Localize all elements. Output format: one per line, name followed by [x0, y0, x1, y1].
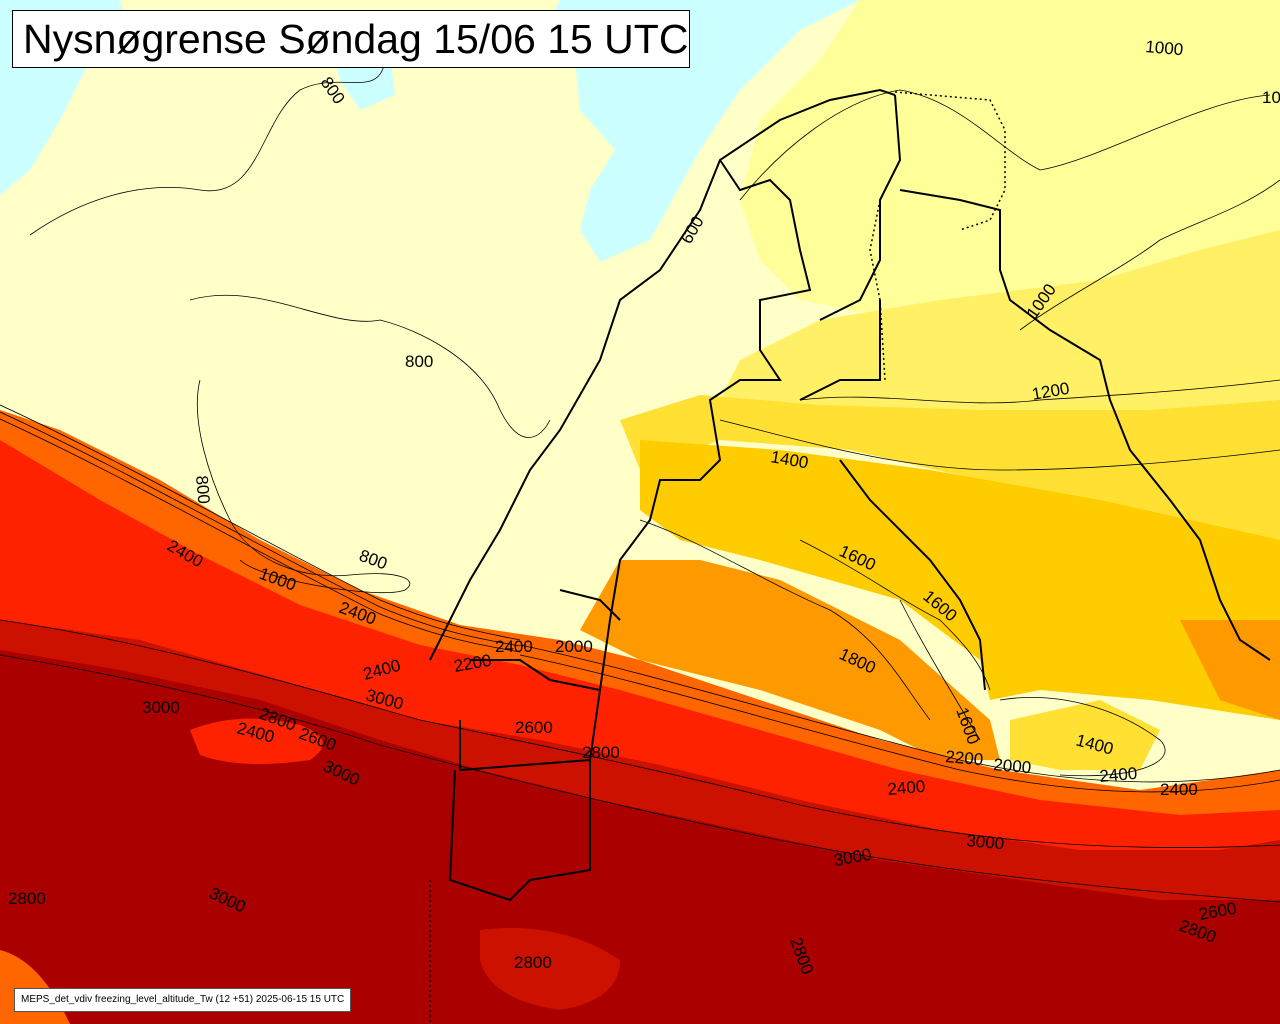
contour-label: 2600 [515, 718, 553, 737]
map-footer-box: MEPS_det_vdiv freezing_level_altitude_Tw… [14, 988, 352, 1012]
zone-1600 [640, 440, 1280, 720]
contour-label: 10 [1262, 88, 1280, 107]
contour-label: 2800 [582, 743, 620, 762]
contour-label: 800 [405, 352, 433, 371]
country-borders [429, 88, 1271, 902]
zone-1800-east [1180, 620, 1280, 720]
contour-label: 3000 [142, 698, 180, 717]
zone-2800-pocket [480, 928, 620, 1010]
contour-label: 2200 [945, 747, 984, 769]
contour-label: 2400 [887, 777, 926, 799]
contour-label: 1000 [1145, 37, 1184, 59]
map-footer: MEPS_det_vdiv freezing_level_altitude_Tw… [21, 994, 345, 1005]
map-title: Nysnøgrense Søndag 15/06 15 UTC [23, 16, 689, 62]
contour-label: 2800 [8, 889, 46, 908]
dotted-border [429, 91, 1006, 1024]
zone-1200 [720, 230, 1280, 450]
contour-label: 2400 [495, 637, 533, 656]
zone-2400-pocket [190, 718, 323, 764]
contour-label: 2800 [514, 953, 552, 972]
zone-1800 [580, 560, 1000, 760]
contour-lines [0, 59, 1280, 903]
contour-label: 2000 [993, 755, 1032, 777]
zone-1000 [740, 0, 1280, 340]
contour-label: 800 [192, 475, 213, 505]
contour-label: 2400 [1160, 780, 1198, 799]
contour-label: 3000 [966, 831, 1005, 853]
contour-label: 2000 [555, 637, 593, 656]
contour-label: 2400 [1099, 764, 1138, 786]
map-title-box: Nysnøgrense Søndag 15/06 15 UTC [12, 10, 690, 68]
